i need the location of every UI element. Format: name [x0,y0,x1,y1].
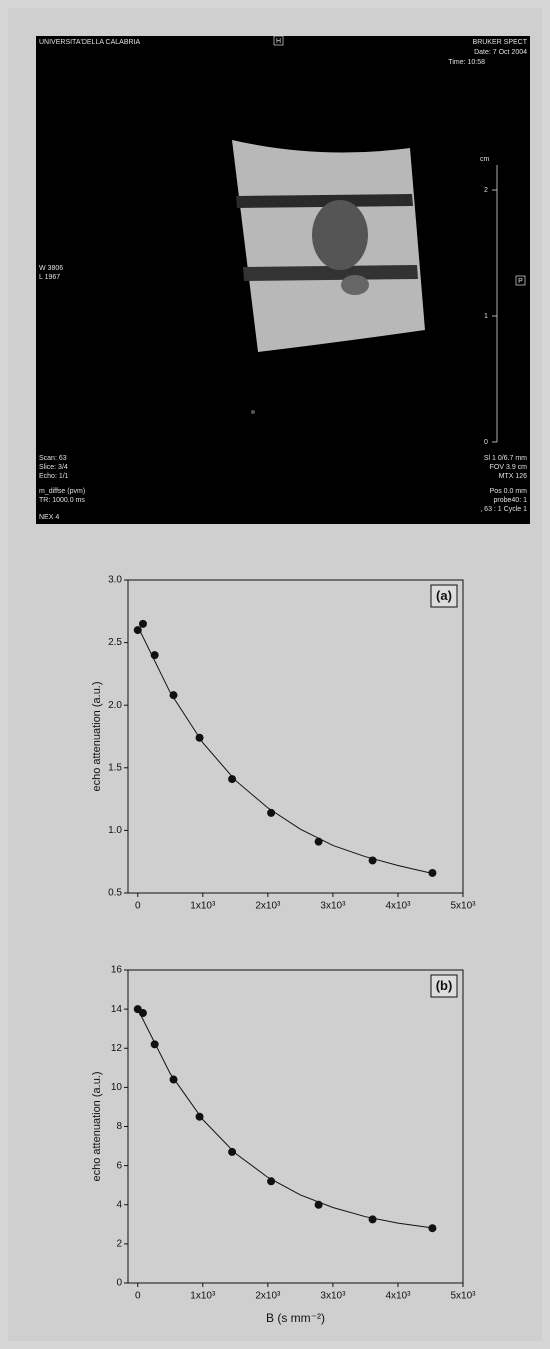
mri-text: Echo: 1/1 [39,473,69,480]
y-tick-label: 1.5 [108,762,122,773]
y-tick-label: 2.0 [108,700,122,711]
y-axis-label: echo attenuation (a.u.) [91,681,103,791]
mri-image: UNIVERSITA'DELLA CALABRIA H BRUKER SPECT… [36,35,530,524]
mri-text: 2 [484,187,488,194]
annotation: (b) [436,978,453,993]
orientation-box [273,35,284,46]
x-tick-label: 0 [135,1291,141,1302]
x-tick-label: 4x10³ [385,901,411,912]
y-tick-label: 4 [116,1199,122,1210]
y-tick-label: 0.5 [108,888,122,899]
y-tick-label: 0 [116,1278,122,1289]
x-tick-label: 3x10³ [320,901,346,912]
mri-text: BRUKER SPECT [473,39,528,46]
mri-text: Time: 10:58 [448,59,485,66]
mri-text: MTX 126 [499,473,528,480]
mri-text: TR: 1000.0 ms [39,497,85,504]
x-tick-label: 2x10³ [255,901,281,912]
mri-text: m_diffse (pvm) [39,488,85,495]
mri-text: Slice: 3/4 [39,464,68,471]
y-tick-label: 10 [111,1082,123,1093]
mri-text: 0 [484,439,488,446]
mri-text: Sl 1 0/6.7 mm [484,455,527,462]
data-point [368,1215,377,1224]
x-tick-label: 5x10³ [450,901,476,912]
data-point [133,626,142,635]
y-tick-label: 14 [111,1004,123,1015]
data-point [169,691,178,700]
y-axis-label: echo attenuation (a.u.) [91,1071,103,1181]
y-tick-label: 3.0 [108,575,122,586]
data-point [428,1224,437,1233]
data-point [428,868,437,877]
data-point [150,1040,159,1049]
data-point [267,1177,276,1186]
annotation: (a) [436,588,452,603]
mri-text: UNIVERSITA'DELLA CALABRIA [39,39,141,46]
mri-text: Date: 7 Oct 2004 [474,49,527,56]
y-tick-label: 1.0 [108,825,122,836]
data-point [314,837,323,846]
x-tick-label: 5x10³ [450,1291,476,1302]
sample-feature [341,275,369,295]
artifact [251,410,255,414]
fit-line [137,1008,431,1229]
y-tick-label: 12 [111,1043,123,1054]
mri-text: cm [480,156,490,163]
mri-text: W 3806 [39,265,63,272]
y-tick-label: 2.5 [108,637,122,648]
annotation-box [430,584,458,608]
annotation-box [430,974,458,998]
orientation-box [515,275,526,286]
mri-text: 1 [484,313,488,320]
mri-text: H [276,38,281,45]
y-tick-label: 2 [116,1239,122,1250]
y-tick-label: 6 [116,1160,122,1171]
mri-text: P [518,278,523,285]
mri-text: FOV 3.9 cm [490,464,528,471]
mri-text: , 63 : 1 Cycle 1 [480,506,527,513]
x-tick-label: 1x10³ [190,901,216,912]
saturation-band [243,265,418,281]
x-tick-label: 2x10³ [255,1291,281,1302]
data-point [228,775,237,784]
mri-text: NEX 4 [39,514,59,521]
sample-feature [312,200,368,270]
x-axis-label: B (s mm⁻²) [266,1311,325,1325]
y-tick-label: 8 [116,1121,122,1132]
mri-text: Pos 0.0 mm [490,488,528,495]
x-tick-label: 3x10³ [320,1291,346,1302]
x-tick-label: 1x10³ [190,1291,216,1302]
plot-frame [127,579,464,894]
y-tick-label: 16 [111,965,123,976]
fit-line [137,626,431,874]
x-tick-label: 0 [135,901,141,912]
x-tick-label: 4x10³ [385,1291,411,1302]
mri-text: probe40: 1 [494,497,528,504]
mri-text: L 1967 [39,274,60,281]
data-point [138,619,147,628]
mri-text: Scan: 63 [39,455,67,462]
data-point [228,1147,237,1156]
saturation-band [236,194,413,208]
